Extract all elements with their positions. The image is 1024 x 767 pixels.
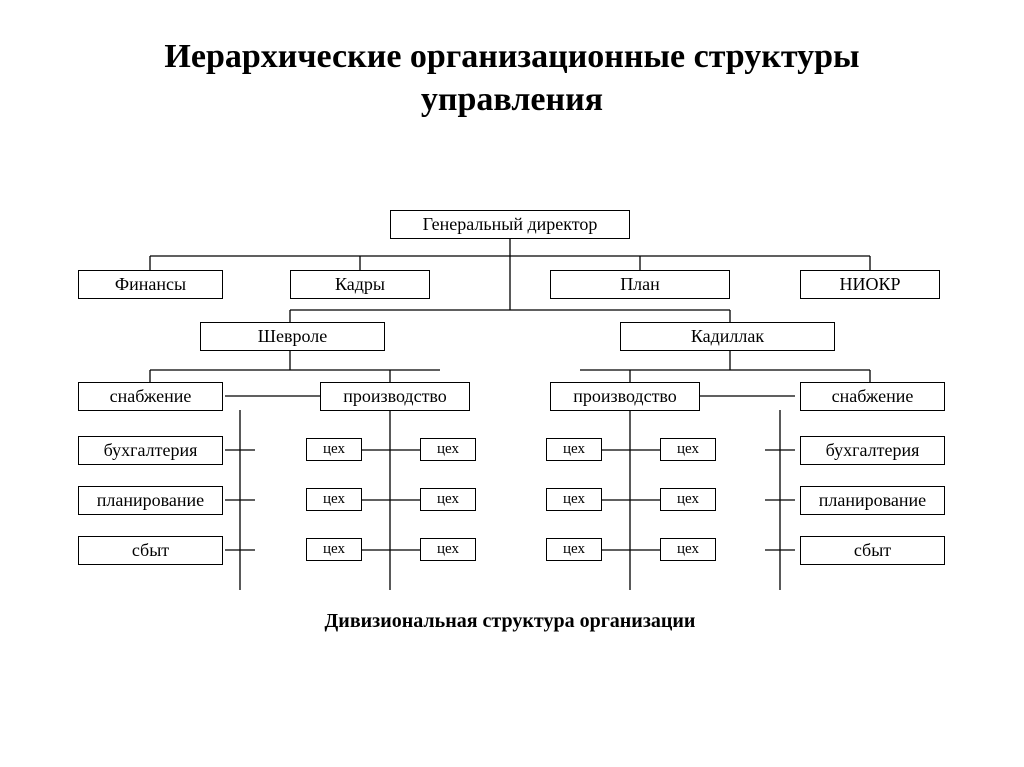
node-director: Генеральный директор xyxy=(390,210,630,239)
node-hr: Кадры xyxy=(290,270,430,299)
title-line-1: Иерархические организационные структуры xyxy=(164,38,859,75)
node-supply-left: снабжение xyxy=(78,382,223,411)
node-workshop-l1b: цех xyxy=(420,438,476,461)
node-workshop-r1a: цех xyxy=(546,438,602,461)
node-workshop-r3b: цех xyxy=(660,538,716,561)
node-supply-right: снабжение xyxy=(800,382,945,411)
node-accounting-right: бухгалтерия xyxy=(800,436,945,465)
node-cadillac: Кадиллак xyxy=(620,322,835,351)
node-accounting-left: бухгалтерия xyxy=(78,436,223,465)
node-workshop-l3a: цех xyxy=(306,538,362,561)
node-plan: План xyxy=(550,270,730,299)
org-chart: Генеральный директор Финансы Кадры План … xyxy=(60,210,960,640)
node-workshop-r2b: цех xyxy=(660,488,716,511)
node-rnd: НИОКР xyxy=(800,270,940,299)
page-title: Иерархические организационные структуры … xyxy=(0,0,1024,121)
diagram-caption: Дивизиональная структура организации xyxy=(60,610,960,633)
node-sales-right: сбыт xyxy=(800,536,945,565)
node-workshop-r2a: цех xyxy=(546,488,602,511)
node-workshop-r3a: цех xyxy=(546,538,602,561)
node-workshop-l3b: цех xyxy=(420,538,476,561)
node-workshop-l2a: цех xyxy=(306,488,362,511)
node-planning-left: планирование xyxy=(78,486,223,515)
node-production-left: производство xyxy=(320,382,470,411)
node-chevrolet: Шевроле xyxy=(200,322,385,351)
node-production-right: производство xyxy=(550,382,700,411)
node-planning-right: планирование xyxy=(800,486,945,515)
node-workshop-r1b: цех xyxy=(660,438,716,461)
title-line-2: управления xyxy=(421,81,603,118)
node-workshop-l2b: цех xyxy=(420,488,476,511)
node-workshop-l1a: цех xyxy=(306,438,362,461)
node-sales-left: сбыт xyxy=(78,536,223,565)
node-finance: Финансы xyxy=(78,270,223,299)
